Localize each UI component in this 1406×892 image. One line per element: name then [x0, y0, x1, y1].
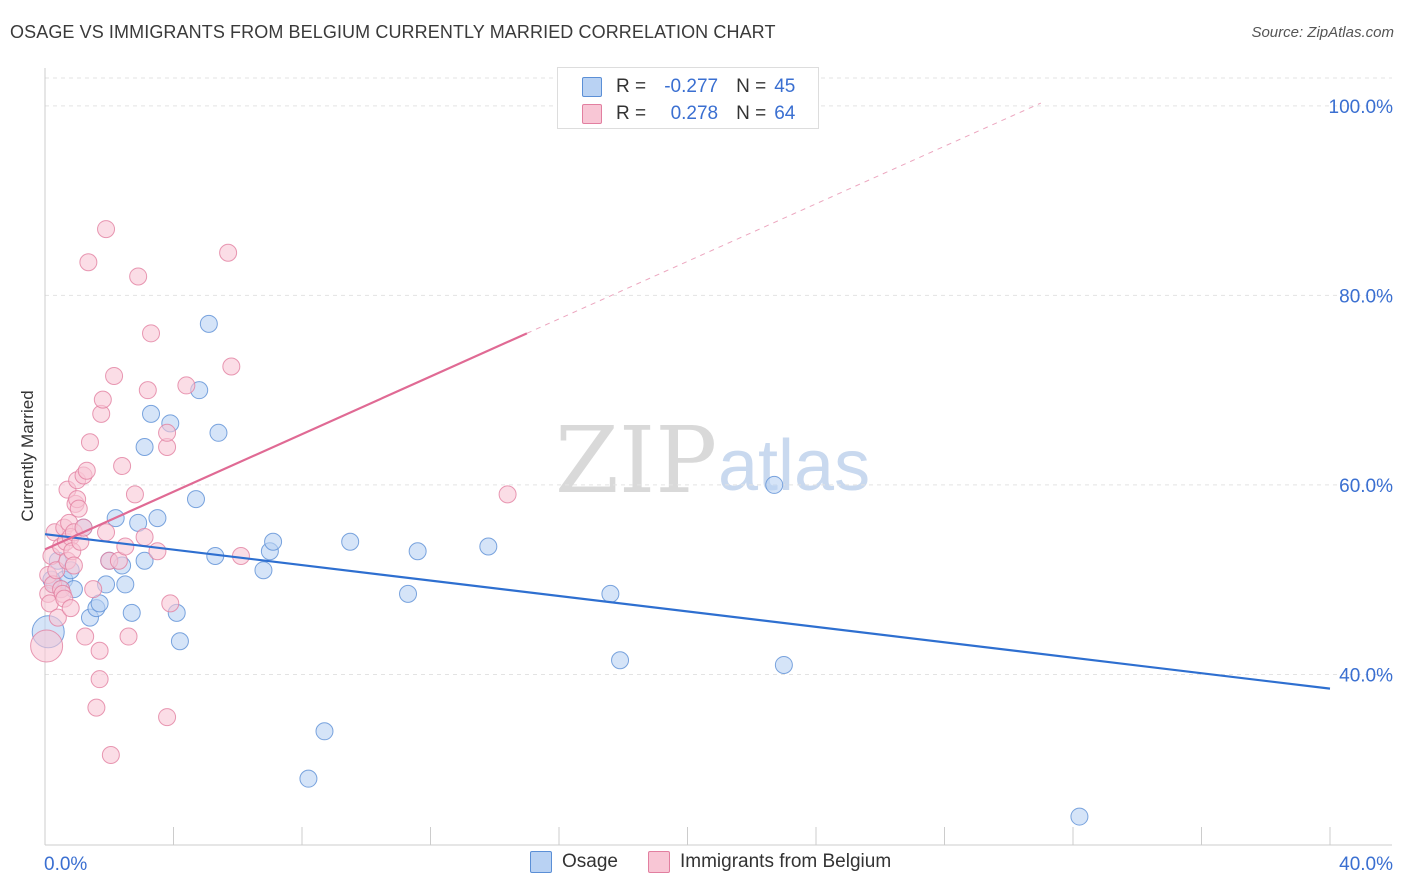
osage-point — [299, 769, 318, 788]
n-label: N = — [736, 76, 767, 97]
osage-point — [315, 722, 334, 741]
n-value: 64 — [774, 103, 796, 124]
osage-point — [1070, 807, 1089, 826]
osage-legend-swatch — [530, 851, 552, 873]
r-label: R = — [616, 76, 647, 97]
belgium-swatch — [582, 104, 602, 124]
legend-item-belgium[interactable]: Immigrants from Belgium — [647, 851, 892, 873]
belgium-point — [76, 627, 95, 646]
belgium-point — [148, 542, 167, 561]
belgium-point — [80, 433, 99, 452]
belgium-point — [129, 267, 148, 286]
osage-point — [341, 532, 360, 551]
belgium-point — [74, 518, 93, 537]
x-tick-label: 0.0% — [44, 854, 87, 875]
belgium-point — [97, 523, 116, 542]
stats-row-belgium: R = 0.278 N = 64 — [582, 101, 795, 127]
belgium-trend-extension — [526, 102, 1042, 334]
osage-point — [601, 584, 620, 603]
osage-point — [264, 532, 283, 551]
belgium-point — [177, 376, 196, 395]
belgium-point — [125, 485, 144, 504]
belgium-point — [498, 485, 517, 504]
osage-point — [408, 542, 427, 561]
belgium-point — [97, 220, 116, 239]
belgium-point — [135, 528, 154, 547]
chart-title: OSAGE VS IMMIGRANTS FROM BELGIUM CURRENT… — [10, 22, 776, 42]
osage-point — [611, 651, 630, 670]
belgium-point — [90, 641, 109, 660]
belgium-point — [87, 698, 106, 717]
belgium-point — [113, 456, 132, 475]
r-value: -0.277 — [664, 76, 719, 97]
osage-point — [399, 584, 418, 603]
belgium-point — [61, 599, 80, 618]
osage-point — [142, 404, 161, 423]
y-tick-label: 80.0% — [1339, 286, 1393, 307]
osage-point — [765, 475, 784, 494]
osage-trend-line — [44, 533, 1331, 690]
stats-legend: R = -0.277 N = 45 R = 0.278 N = 64 — [557, 67, 819, 129]
legend-item-osage[interactable]: Osage — [530, 851, 618, 873]
series-legend: Osage Immigrants from Belgium — [530, 851, 921, 873]
y-tick-label: 40.0% — [1339, 665, 1393, 686]
belgium-point — [116, 537, 135, 556]
belgium-point — [64, 556, 83, 575]
belgium-point — [138, 381, 157, 400]
belgium-point — [101, 745, 120, 764]
osage-point — [186, 490, 205, 509]
osage-point — [199, 314, 218, 333]
osage-point — [122, 603, 141, 622]
osage-swatch — [582, 77, 602, 97]
belgium-point — [90, 670, 109, 689]
belgium-point — [84, 580, 103, 599]
belgium-point — [105, 366, 124, 385]
osage-point — [135, 438, 154, 457]
source-label: Source: ZipAtlas.com — [1251, 24, 1394, 41]
belgium-point — [142, 324, 161, 343]
y-tick-label: 100.0% — [1329, 97, 1394, 118]
belgium-point — [158, 423, 177, 442]
belgium-point — [219, 243, 238, 262]
belgium-point — [30, 629, 64, 663]
n-label: N = — [736, 103, 767, 124]
r-value: 0.278 — [670, 103, 719, 124]
belgium-point — [161, 594, 180, 613]
belgium-point — [222, 357, 241, 376]
legend-label-osage: Osage — [562, 851, 618, 872]
belgium-legend-swatch — [647, 851, 670, 873]
belgium-point — [69, 499, 88, 518]
belgium-point — [48, 608, 67, 627]
osage-point — [116, 575, 135, 594]
x-tick-label: 40.0% — [1339, 854, 1393, 875]
osage-point — [774, 655, 793, 674]
y-tick-label: 60.0% — [1339, 476, 1393, 497]
osage-point — [170, 632, 189, 651]
osage-point — [135, 551, 154, 570]
watermark-atlas: atlas — [718, 426, 870, 506]
belgium-point — [77, 461, 96, 480]
legend-label-belgium: Immigrants from Belgium — [679, 851, 892, 872]
belgium-point — [93, 390, 112, 409]
belgium-trend-line — [44, 332, 528, 551]
r-label: R = — [616, 103, 647, 124]
n-value: 45 — [774, 76, 796, 97]
belgium-point — [79, 253, 98, 272]
belgium-point — [119, 627, 138, 646]
osage-point — [254, 561, 273, 580]
stats-row-osage: R = -0.277 N = 45 — [582, 74, 795, 100]
belgium-point — [158, 708, 177, 727]
osage-point — [479, 537, 498, 556]
osage-point — [209, 423, 228, 442]
osage-point — [148, 509, 167, 528]
watermark-zip: ZIP — [555, 407, 717, 514]
